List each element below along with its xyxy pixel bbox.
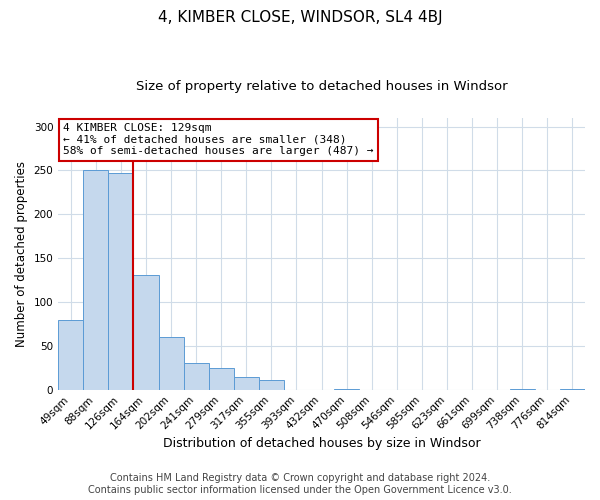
Text: Contains HM Land Registry data © Crown copyright and database right 2024.
Contai: Contains HM Land Registry data © Crown c…	[88, 474, 512, 495]
Bar	[109, 173, 133, 390]
Bar	[234, 378, 259, 390]
Text: 4 KIMBER CLOSE: 129sqm
← 41% of detached houses are smaller (348)
58% of semi-de: 4 KIMBER CLOSE: 129sqm ← 41% of detached…	[64, 123, 374, 156]
Bar	[259, 380, 284, 390]
X-axis label: Distribution of detached houses by size in Windsor: Distribution of detached houses by size …	[163, 437, 481, 450]
Bar	[58, 320, 83, 390]
Bar	[209, 368, 234, 390]
Bar	[184, 364, 209, 390]
Y-axis label: Number of detached properties: Number of detached properties	[15, 161, 28, 347]
Bar	[560, 389, 585, 390]
Bar	[334, 389, 359, 390]
Bar	[83, 170, 109, 390]
Title: Size of property relative to detached houses in Windsor: Size of property relative to detached ho…	[136, 80, 508, 93]
Text: 4, KIMBER CLOSE, WINDSOR, SL4 4BJ: 4, KIMBER CLOSE, WINDSOR, SL4 4BJ	[158, 10, 442, 25]
Bar	[133, 275, 158, 390]
Bar	[510, 389, 535, 390]
Bar	[158, 337, 184, 390]
